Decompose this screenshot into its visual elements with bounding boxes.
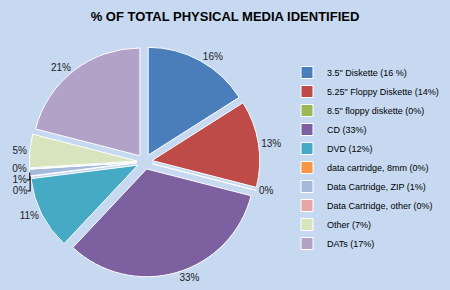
svg-text:0%: 0% — [13, 185, 28, 196]
svg-text:1%: 1% — [12, 174, 27, 185]
svg-text:21%: 21% — [51, 62, 71, 73]
svg-text:11%: 11% — [20, 210, 39, 221]
svg-text:5%: 5% — [12, 145, 27, 156]
svg-text:0%: 0% — [12, 163, 27, 174]
svg-text:Data Cartridge, ZIP (1%): Data Cartridge, ZIP (1%) — [327, 182, 426, 192]
svg-text:Other (7%): Other (7%) — [327, 220, 371, 230]
svg-text:data cartridge, 8mm (0%): data cartridge, 8mm (0%) — [327, 163, 429, 173]
svg-text:DVD (12%): DVD (12%) — [327, 144, 373, 154]
svg-text:3.5" Diskette (16 %): 3.5" Diskette (16 %) — [327, 68, 407, 78]
svg-text:8.5" floppy diskette (0%): 8.5" floppy diskette (0%) — [327, 106, 424, 116]
svg-text:16%: 16% — [203, 51, 223, 62]
svg-text:DATs (17%): DATs (17%) — [327, 239, 374, 249]
svg-text:% OF TOTAL PHYSICAL MEDIA IDEN: % OF TOTAL PHYSICAL MEDIA IDENTIFIED — [91, 9, 360, 24]
svg-text:Data Cartridge, other (0%): Data Cartridge, other (0%) — [327, 201, 433, 211]
svg-text:CD (33%): CD (33%) — [327, 125, 367, 135]
svg-text:5.25" Floppy Diskette (14%): 5.25" Floppy Diskette (14%) — [327, 87, 439, 97]
svg-text:33%: 33% — [179, 272, 199, 283]
svg-text:0%: 0% — [259, 185, 274, 196]
svg-text:13%: 13% — [261, 138, 281, 149]
